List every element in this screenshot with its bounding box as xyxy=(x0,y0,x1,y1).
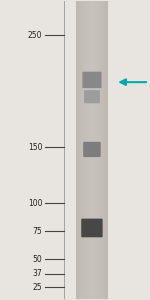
Bar xyxy=(84,2,85,298)
Bar xyxy=(104,2,105,298)
Bar xyxy=(91,2,92,298)
Bar xyxy=(83,2,84,298)
Bar xyxy=(90,2,91,298)
Bar xyxy=(94,2,95,298)
Bar xyxy=(85,2,86,298)
Bar xyxy=(78,2,79,298)
Bar xyxy=(102,2,103,298)
Bar xyxy=(105,2,106,298)
Bar xyxy=(101,2,102,298)
Bar xyxy=(107,2,108,298)
Bar xyxy=(98,2,99,298)
Text: 25: 25 xyxy=(33,283,42,292)
FancyBboxPatch shape xyxy=(81,219,103,237)
Text: 100: 100 xyxy=(28,199,42,208)
Text: 37: 37 xyxy=(33,269,42,278)
Bar xyxy=(80,2,81,298)
Bar xyxy=(87,2,88,298)
Text: 150: 150 xyxy=(28,143,42,152)
Bar xyxy=(77,2,78,298)
Text: 75: 75 xyxy=(33,227,42,236)
FancyBboxPatch shape xyxy=(84,90,100,103)
Bar xyxy=(97,2,98,298)
Text: 50: 50 xyxy=(33,255,42,264)
Text: 250: 250 xyxy=(28,31,42,40)
Bar xyxy=(88,2,89,298)
Bar xyxy=(89,2,90,298)
Bar xyxy=(76,2,77,298)
Bar xyxy=(106,2,107,298)
FancyBboxPatch shape xyxy=(83,142,101,157)
Bar xyxy=(79,2,80,298)
Bar xyxy=(82,2,83,298)
Bar xyxy=(103,2,104,298)
Bar xyxy=(96,2,97,298)
FancyBboxPatch shape xyxy=(82,72,102,88)
Bar xyxy=(81,2,82,298)
Bar xyxy=(92,2,93,298)
Bar xyxy=(95,2,96,298)
Bar xyxy=(93,2,94,298)
Bar xyxy=(100,2,101,298)
Bar xyxy=(86,2,87,298)
Bar xyxy=(99,2,100,298)
